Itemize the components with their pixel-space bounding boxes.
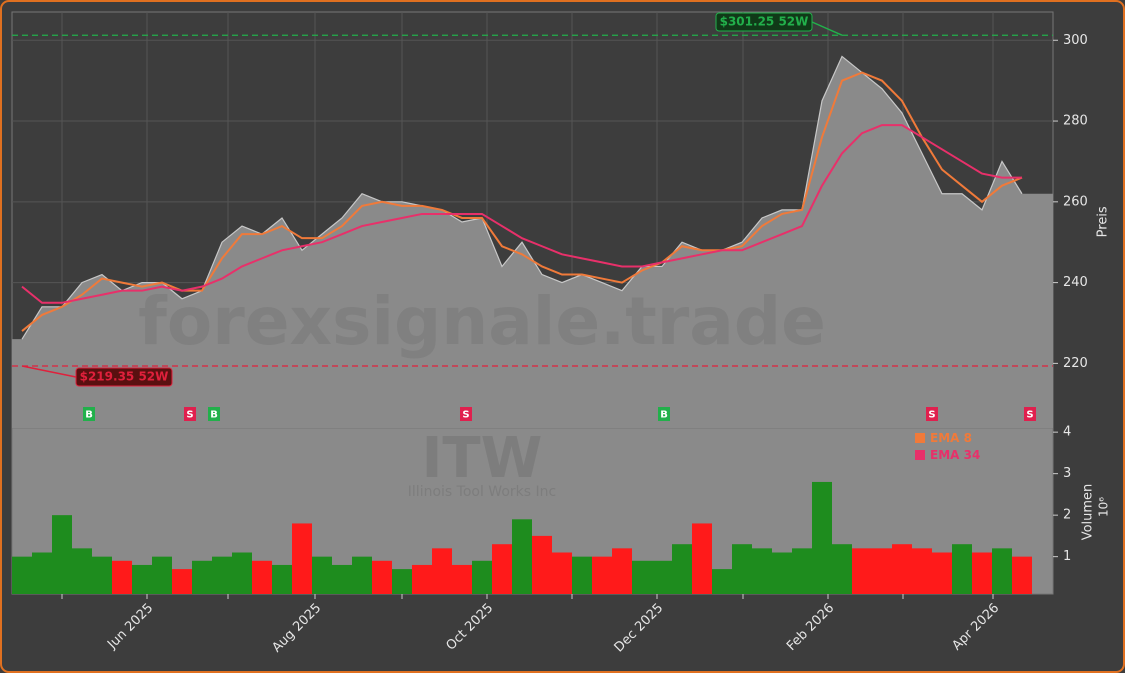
legend-label: EMA 8 (930, 431, 972, 445)
volume-bar (912, 548, 932, 594)
volume-bar (552, 552, 572, 594)
volume-bar (692, 523, 712, 594)
volume-bar (712, 569, 732, 594)
volume-bar (792, 548, 812, 594)
volume-bar (32, 552, 52, 594)
signal-label: B (210, 410, 218, 421)
y-tick-label: 4 (1063, 425, 1071, 440)
ema-line (21, 71, 1023, 332)
volume-bar (472, 560, 492, 594)
volume-bar (1012, 556, 1032, 594)
volume-bar (892, 544, 912, 594)
legend-swatch (915, 433, 925, 443)
volume-bar (612, 548, 632, 594)
volume-bar (632, 560, 652, 594)
volume-bar (12, 556, 32, 594)
volume-bar (872, 548, 892, 594)
y-tick-label: 260 (1063, 194, 1088, 209)
volume-bar (412, 564, 432, 594)
volume-bar (372, 560, 392, 594)
volume-bar (592, 556, 612, 594)
signal-label: B (660, 410, 668, 421)
volume-bar (452, 564, 472, 594)
volume-bar (392, 569, 412, 594)
volume-bar (832, 544, 852, 594)
y-tick-label: 1 (1063, 549, 1071, 564)
volume-bar (152, 556, 172, 594)
y-axis-label: Preis (1096, 206, 1111, 237)
volume-bar (332, 564, 352, 594)
signal-label: S (1026, 410, 1033, 421)
volume-bar (652, 560, 672, 594)
volume-bar (212, 556, 232, 594)
volume-bar (52, 515, 72, 594)
annotation-arrow (811, 21, 843, 36)
annotation: $219.35 52W (21, 365, 173, 387)
signal-marker (926, 407, 938, 421)
y-tick-label: 2 (1063, 508, 1071, 523)
signal-label: B (85, 410, 93, 421)
volume-bar (172, 569, 192, 594)
price-line (21, 55, 1023, 340)
annotation-label: $219.35 52W (80, 370, 169, 384)
volume-bar (92, 556, 112, 594)
y-axis-exponent: 10⁶ (1097, 497, 1111, 517)
signal-label: S (186, 410, 193, 421)
volume-bar (232, 552, 252, 594)
price-area (12, 56, 1053, 428)
ema-line (21, 124, 1022, 304)
annotation-label: $301.25 52W (720, 15, 809, 29)
y-tick-label: 240 (1063, 275, 1088, 290)
volume-bar (352, 556, 372, 594)
signal-marker (208, 407, 220, 421)
volume-bar (492, 544, 512, 594)
signal-marker (184, 407, 196, 421)
volume-bar (672, 544, 692, 594)
volume-bar (932, 552, 952, 594)
y-tick-label: 3 (1063, 466, 1071, 481)
signal-marker (1024, 407, 1036, 421)
signal-marker (460, 407, 472, 421)
y-axis-label: Volumen (1081, 484, 1096, 541)
signal-label: S (462, 410, 469, 421)
ticker-title: ITW (422, 426, 543, 491)
volume-bar (192, 560, 212, 594)
annotation: $301.25 52W (715, 12, 843, 36)
volume-bar (772, 552, 792, 594)
volume-bar (972, 552, 992, 594)
legend-label: EMA 34 (930, 448, 980, 462)
volume-bar (812, 481, 832, 594)
volume-bar (312, 556, 332, 594)
volume-bar (272, 564, 292, 594)
volume-bar (132, 564, 152, 594)
volume-bar (112, 560, 132, 594)
volume-bar (512, 519, 532, 594)
volume-bar (72, 548, 92, 594)
volume-bar (292, 523, 312, 594)
company-subtitle: Illinois Tool Works Inc (408, 484, 556, 500)
annotation-arrow (21, 365, 77, 378)
volume-bar (752, 548, 772, 594)
watermark: forexsignale.trade (138, 283, 826, 360)
volume-bar (252, 560, 272, 594)
volume-bar (432, 548, 452, 594)
signal-label: S (928, 410, 935, 421)
volume-bar (952, 544, 972, 594)
signal-marker (83, 407, 95, 421)
signal-marker (658, 407, 670, 421)
volume-bar (732, 544, 752, 594)
y-tick-label: 280 (1063, 114, 1088, 129)
volume-bar (532, 535, 552, 594)
volume-bar (992, 548, 1012, 594)
y-tick-label: 300 (1063, 33, 1088, 48)
legend-swatch (915, 450, 925, 460)
volume-bar (572, 556, 592, 594)
volume-bar (852, 548, 872, 594)
y-tick-label: 220 (1063, 356, 1088, 371)
